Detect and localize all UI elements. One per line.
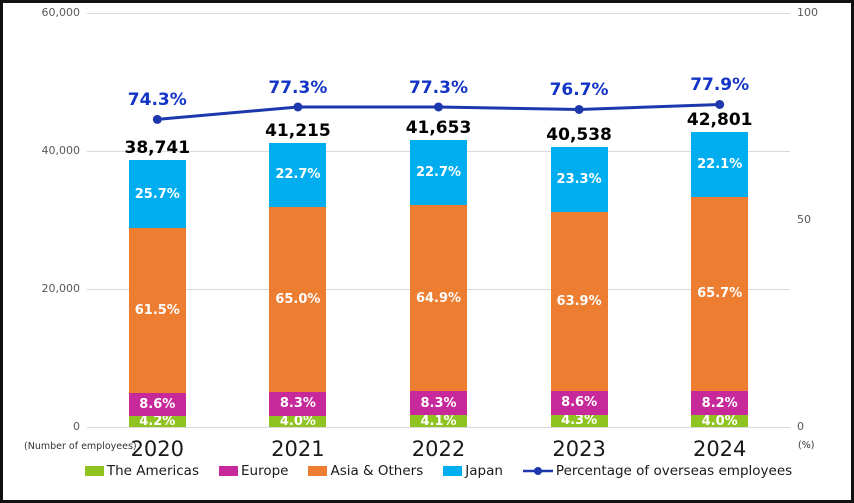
bar-segment-the-americas-2020: 4.2%: [128, 413, 186, 429]
legend-label: Japan: [465, 463, 503, 479]
bar-segment-label: 22.7%: [275, 167, 321, 183]
bar-segment-label: 61.5%: [134, 303, 180, 319]
bar-segment-the-americas-2024: 4.0%: [691, 413, 749, 429]
right-axis-tick: 50: [797, 213, 811, 226]
left-axis-tick: 60,000: [41, 6, 81, 19]
bar-segment-label: 25.7%: [134, 186, 180, 202]
bar-total-label-2020: 38,741: [124, 137, 191, 158]
bar-segment-asia-others-2024: 65.7%: [691, 196, 749, 391]
legend-label: Europe: [240, 463, 289, 479]
right-axis-unit-label: (%): [798, 440, 815, 451]
legend-line-marker-icon: [522, 467, 553, 475]
legend-swatch-europe: [218, 466, 238, 476]
legend-item-percentage-of-overseas-employees: Percentage of overseas employees: [522, 463, 793, 479]
bar-segment-asia-others-2021: 65.0%: [269, 207, 327, 392]
legend-item-europe: Europe: [218, 463, 289, 479]
bar-segment-label: 63.9%: [556, 294, 602, 310]
bar-segment-japan-2021: 22.7%: [269, 142, 327, 208]
left-axis-tick: 0: [73, 420, 80, 433]
x-axis-label-2020: 2020: [130, 437, 185, 461]
bar-segment-label: 4.2%: [139, 413, 176, 429]
line-marker-2020: [152, 114, 162, 124]
left-axis-tick: 40,000: [41, 144, 81, 157]
legend-label: Percentage of overseas employees: [555, 463, 793, 479]
left-axis-unit-label: (Number of employees): [24, 441, 137, 452]
line-value-label-2024: 77.9%: [690, 75, 750, 96]
bar-segment-label: 65.7%: [697, 286, 743, 302]
bar-segment-label: 4.0%: [701, 413, 738, 429]
bar-segment-label: 4.0%: [279, 413, 316, 429]
bar-segment-europe-2023: 8.6%: [550, 390, 608, 415]
bar-segment-label: 22.1%: [697, 156, 743, 172]
legend: The Americas Europe Asia & Others Japan Perc…: [84, 457, 793, 485]
line-marker-2022: [434, 102, 443, 112]
line-value-label-2023: 76.7%: [549, 80, 609, 101]
x-axis-label-2022: 2022: [411, 437, 466, 461]
bar-segment-label: 23.3%: [556, 172, 602, 188]
bar-segment-europe-2021: 8.3%: [269, 392, 327, 416]
line-marker-2023: [574, 104, 584, 114]
bar-segment-label: 65.0%: [275, 292, 321, 308]
bar-segment-label: 8.6%: [139, 396, 176, 412]
bar-total-label-2024: 42,801: [686, 109, 753, 130]
bar-segment-asia-others-2020: 61.5%: [128, 228, 186, 393]
line-value-label-2020: 74.3%: [127, 90, 187, 111]
legend-item-the-americas: The Americas: [84, 463, 199, 479]
gridline: [87, 427, 790, 428]
legend-swatch-asia-others: [308, 466, 328, 476]
bar-total-label-2023: 40,538: [546, 125, 612, 145]
legend-item-asia-others: Asia & Others: [308, 463, 423, 479]
bar-total-label-2022: 41,653: [405, 117, 472, 138]
bar-segment-the-americas-2022: 4.1%: [410, 413, 467, 429]
bar-segment-label: 8.2%: [701, 395, 738, 411]
left-axis-tick: 20,000: [41, 282, 81, 295]
legend-label: The Americas: [106, 463, 199, 479]
legend-item-japan: Japan: [443, 463, 503, 479]
bar-segment-the-americas-2023: 4.3%: [550, 413, 608, 429]
legend-swatch-the-americas: [84, 466, 104, 476]
bar-segment-label: 8.3%: [420, 395, 457, 411]
bar-segment-europe-2022: 8.3%: [410, 391, 467, 416]
x-axis-label-2024: 2024: [692, 437, 747, 461]
bar-segment-japan-2020: 25.7%: [128, 159, 186, 229]
line-value-label-2021: 77.3%: [268, 77, 328, 98]
legend-label: Asia & Others: [330, 463, 424, 479]
right-axis-tick: 0: [797, 420, 804, 433]
bar-segment-label: 64.9%: [415, 290, 462, 306]
line-marker-2024: [715, 99, 725, 109]
bar-segment-asia-others-2022: 64.9%: [410, 204, 467, 392]
legend-swatch-japan: [443, 466, 463, 476]
bar-segment-europe-2024: 8.2%: [691, 390, 749, 416]
bar-segment-japan-2023: 23.3%: [550, 147, 608, 213]
gridline: [87, 13, 790, 14]
bar-segment-label: 8.6%: [561, 395, 598, 411]
x-axis-label-2023: 2023: [552, 437, 606, 461]
line-value-label-2022: 77.3%: [409, 77, 468, 98]
bar-total-label-2021: 41,215: [265, 120, 331, 141]
x-axis-label-2021: 2021: [271, 437, 325, 461]
bar-segment-asia-others-2023: 63.9%: [550, 212, 608, 391]
bar-segment-label: 4.3%: [561, 413, 598, 429]
bar-segment-japan-2024: 22.1%: [691, 131, 749, 197]
bar-segment-label: 8.3%: [279, 396, 316, 412]
bar-segment-the-americas-2021: 4.0%: [269, 413, 327, 429]
bar-segment-label: 22.7%: [415, 164, 462, 180]
bar-segment-japan-2022: 22.7%: [410, 139, 467, 205]
right-axis-tick: 100: [797, 6, 818, 19]
line-marker-2021: [293, 102, 303, 112]
bar-segment-label: 4.1%: [420, 413, 457, 429]
bar-segment-europe-2020: 8.6%: [128, 392, 186, 416]
